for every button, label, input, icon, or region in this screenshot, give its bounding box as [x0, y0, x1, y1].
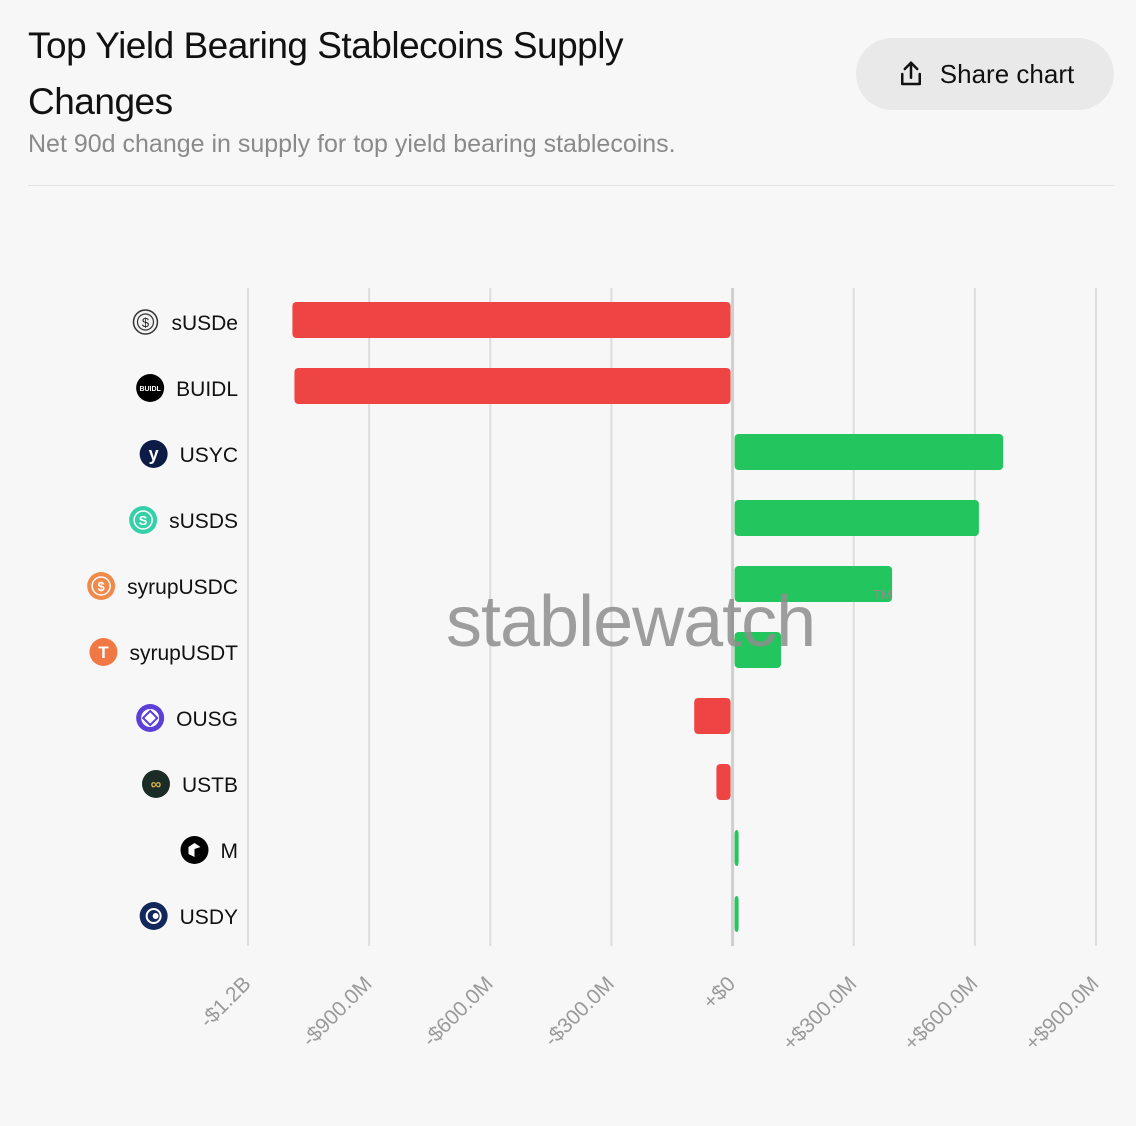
- x-tick-label: -$600.0M: [419, 972, 498, 1051]
- ustb-icon: ∞: [141, 770, 170, 798]
- svg-text:T: T: [98, 643, 109, 662]
- syrupusdt-icon: T: [89, 638, 118, 666]
- buidl-icon: BUIDL: [136, 374, 165, 402]
- x-tick-label: +$600.0M: [900, 972, 983, 1055]
- ousg-icon: [136, 704, 165, 732]
- category-label: syrupUSDT: [129, 642, 238, 665]
- x-tick-label: +$0: [699, 972, 740, 1013]
- svg-text:y: y: [149, 444, 159, 464]
- syrupusdc-icon: $: [87, 572, 116, 600]
- chart-title: Top Yield Bearing Stablecoins Supply Cha…: [28, 25, 623, 122]
- x-tick-label: -$1.2B: [196, 972, 256, 1032]
- bar-usyc[interactable]: [734, 434, 1004, 470]
- chart-subtitle: Net 90d change in supply for top yield b…: [28, 130, 676, 158]
- bar-syrupusdc[interactable]: [734, 566, 893, 602]
- bar-susde[interactable]: [292, 302, 731, 338]
- susds-icon: S: [129, 506, 158, 534]
- svg-text:BUIDL: BUIDL: [139, 386, 161, 393]
- bar-m[interactable]: [734, 830, 739, 866]
- category-label: sUSDS: [169, 510, 238, 533]
- watermark-tm: TM: [873, 587, 892, 602]
- header-divider: [28, 185, 1114, 186]
- bar-susds[interactable]: [734, 500, 979, 536]
- usdy-icon: [139, 902, 168, 930]
- category-label: M: [221, 840, 239, 863]
- category-label: BUIDL: [176, 378, 238, 401]
- category-label: syrupUSDC: [127, 576, 238, 599]
- category-label: USDY: [180, 906, 238, 929]
- x-tick-label: -$900.0M: [298, 972, 377, 1051]
- bar-buidl[interactable]: [294, 368, 731, 404]
- svg-text:∞: ∞: [151, 776, 162, 793]
- usyc-icon: y: [139, 440, 168, 468]
- m-icon: [180, 836, 209, 864]
- watermark: stablewatch: [446, 582, 815, 662]
- share-chart-button[interactable]: Share chart: [856, 38, 1114, 110]
- svg-text:S: S: [139, 513, 148, 528]
- share-chart-label: Share chart: [939, 58, 1075, 89]
- bar-ustb[interactable]: [716, 764, 731, 800]
- category-label: USYC: [180, 444, 238, 467]
- bar-usdy[interactable]: [734, 896, 739, 932]
- category-label: sUSDe: [171, 312, 238, 335]
- susde-icon: $: [132, 309, 159, 335]
- x-tick-label: -$300.0M: [540, 972, 619, 1051]
- x-tick-label: +$300.0M: [779, 972, 862, 1055]
- svg-text:$: $: [98, 579, 106, 594]
- category-label: OUSG: [176, 708, 238, 731]
- svg-text:$: $: [142, 315, 150, 330]
- category-label: USTB: [182, 774, 238, 797]
- x-tick-label: +$900.0M: [1021, 972, 1104, 1055]
- bar-ousg[interactable]: [694, 698, 731, 734]
- share-icon: [900, 61, 921, 86]
- bar-syrupusdt[interactable]: [734, 632, 782, 668]
